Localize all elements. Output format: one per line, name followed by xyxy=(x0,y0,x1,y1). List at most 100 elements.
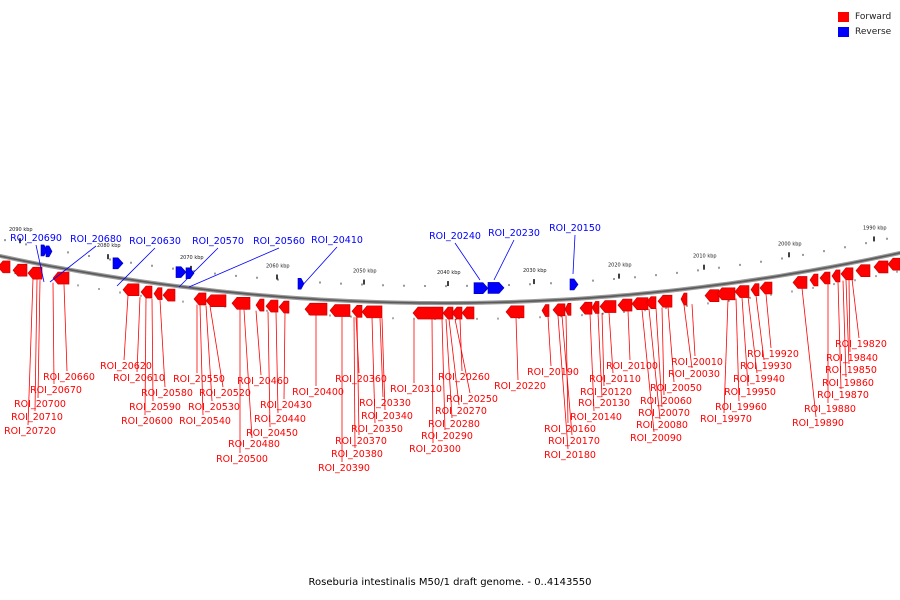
forward-gene-arrow xyxy=(716,287,736,301)
reverse-gene-arrow xyxy=(297,277,305,290)
forward-gene-label: ROI_20720 xyxy=(4,426,56,437)
scale-tick-label: 2070 kbp xyxy=(180,255,204,261)
forward-gene-arrow xyxy=(704,289,720,302)
forward-gene-label: ROI_19840 xyxy=(826,353,878,364)
reverse-gene-arrow xyxy=(473,282,489,295)
forward-label-leader xyxy=(52,282,55,385)
forward-gene-label: ROI_20350 xyxy=(351,424,403,435)
forward-label-leader xyxy=(371,317,376,424)
forward-label-leader xyxy=(379,318,384,398)
reverse-gene-arrow xyxy=(487,282,505,294)
forward-label-leader xyxy=(144,297,147,416)
forward-label-leader xyxy=(441,319,446,431)
forward-gene-arrow xyxy=(819,271,831,285)
forward-label-leader xyxy=(557,315,569,450)
forward-gene-arrow xyxy=(304,302,328,316)
forward-label-leader xyxy=(356,317,360,436)
legend: Forward Reverse xyxy=(838,9,891,39)
forward-gene-label: ROI_19890 xyxy=(792,418,844,429)
forward-gene-label: ROI_20610 xyxy=(113,373,165,384)
forward-gene-arrow xyxy=(122,283,140,297)
forward-label-leader xyxy=(283,313,286,400)
forward-label-leader xyxy=(848,279,851,353)
forward-gene-label: ROI_20360 xyxy=(335,374,387,385)
reverse-swatch xyxy=(838,26,849,37)
forward-gene-arrow xyxy=(680,292,688,306)
reverse-gene-label: ROI_20570 xyxy=(192,236,244,247)
forward-gene-label: ROI_20670 xyxy=(30,385,82,396)
forward-gene-label: ROI_20440 xyxy=(254,414,306,425)
forward-gene-arrow xyxy=(451,306,463,320)
forward-gene-arrow xyxy=(750,283,760,296)
forward-gene-label: ROI_20060 xyxy=(640,396,692,407)
forward-gene-arrow xyxy=(734,285,750,298)
forward-label-leader xyxy=(661,307,665,396)
forward-gene-label: ROI_20100 xyxy=(606,361,658,372)
reverse-gene-arrow xyxy=(175,266,187,278)
forward-gene-label: ROI_20180 xyxy=(544,450,596,461)
reverse-gene-arrow xyxy=(569,278,579,291)
reverse-gene-label: ROI_20560 xyxy=(253,236,305,247)
forward-gene-label: ROI_19820 xyxy=(835,339,887,350)
forward-label-leader xyxy=(667,306,675,383)
forward-gene-arrow xyxy=(792,276,808,289)
forward-label-leader xyxy=(205,305,213,402)
forward-gene-label: ROI_19930 xyxy=(740,361,792,372)
forward-label-leader xyxy=(589,313,595,412)
forward-gene-arrow xyxy=(887,257,900,271)
forward-label-leader xyxy=(765,293,772,349)
forward-gene-arrow xyxy=(361,305,383,319)
forward-label-leader xyxy=(159,299,166,388)
forward-label-leader xyxy=(255,310,262,376)
forward-label-leader xyxy=(209,306,224,388)
forward-label-leader xyxy=(837,281,842,390)
legend-reverse: Reverse xyxy=(838,24,891,39)
scale-tick-label: 2050 kbp xyxy=(353,269,377,275)
forward-gene-arrow xyxy=(541,304,550,317)
scale-tick-label: 2090 kbp xyxy=(9,227,33,233)
reverse-gene-arrow xyxy=(112,257,124,270)
forward-label-leader xyxy=(691,304,696,357)
reverse-gene-label: ROI_20150 xyxy=(549,223,601,234)
forward-gene-arrow xyxy=(840,267,854,281)
forward-label-leader xyxy=(151,298,154,402)
forward-gene-label: ROI_20140 xyxy=(570,412,622,423)
forward-label-leader xyxy=(755,295,765,361)
forward-gene-arrow xyxy=(631,297,649,311)
reverse-label-leader xyxy=(188,247,280,288)
forward-gene-label: ROI_20010 xyxy=(671,357,723,368)
forward-gene-label: ROI_20580 xyxy=(141,388,193,399)
forward-label-leader xyxy=(851,278,860,339)
scale-tick-label: 2040 kbp xyxy=(437,270,461,276)
forward-swatch xyxy=(838,11,849,22)
forward-gene-label: ROI_20700 xyxy=(14,399,66,410)
reverse-label-leader xyxy=(49,245,97,283)
forward-gene-label: ROI_20070 xyxy=(638,408,690,419)
forward-gene-arrow xyxy=(0,260,11,274)
reverse-label-leader xyxy=(572,234,576,275)
forward-gene-arrow xyxy=(193,292,207,306)
forward-gene-label: ROI_19880 xyxy=(804,404,856,415)
forward-gene-label: ROI_19960 xyxy=(715,402,767,413)
forward-label-leader xyxy=(448,319,460,406)
forward-gene-arrow xyxy=(759,281,773,295)
genome-backbone xyxy=(0,252,900,304)
forward-gene-arrow xyxy=(52,271,70,285)
forward-gene-arrow xyxy=(591,301,600,314)
forward-gene-label: ROI_20460 xyxy=(237,376,289,387)
forward-gene-label: ROI_20590 xyxy=(129,402,181,413)
forward-label-leader xyxy=(655,308,663,408)
forward-gene-label: ROI_20530 xyxy=(188,402,240,413)
forward-gene-label: ROI_20340 xyxy=(361,411,413,422)
forward-label-leader xyxy=(601,312,605,387)
forward-label-leader xyxy=(648,308,661,420)
forward-gene-arrow xyxy=(265,299,279,313)
forward-label-leader xyxy=(381,318,386,411)
forward-label-leader xyxy=(747,296,758,374)
scale-tick-label: 2020 kbp xyxy=(608,263,632,269)
forward-gene-label: ROI_20660 xyxy=(43,372,95,383)
forward-label-leader xyxy=(735,298,740,402)
forward-gene-arrow xyxy=(162,288,176,302)
scale-tick-label: 2010 kbp xyxy=(693,254,717,260)
